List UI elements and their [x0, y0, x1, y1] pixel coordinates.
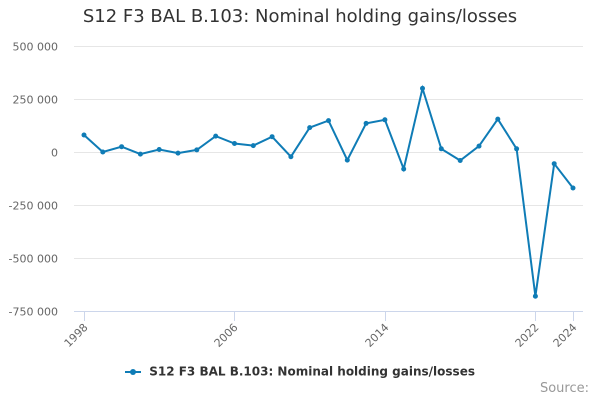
x-tick-label: 2022	[513, 321, 542, 350]
data-point-2015[interactable]	[401, 166, 407, 172]
data-point-1999[interactable]	[100, 149, 106, 155]
data-point-2018[interactable]	[457, 158, 463, 163]
data-point-2004[interactable]	[194, 147, 200, 153]
data-point-2003[interactable]	[175, 150, 181, 156]
data-point-2024[interactable]	[570, 185, 576, 191]
data-point-2002[interactable]	[156, 147, 162, 152]
y-tick-label: 250 000	[13, 94, 59, 107]
data-point-2022[interactable]	[532, 293, 538, 299]
data-point-2020[interactable]	[495, 116, 501, 122]
legend-label: S12 F3 BAL B.103: Nominal holding gains/…	[149, 364, 475, 379]
y-tick-label: -500 000	[9, 253, 58, 266]
series-group	[81, 84, 576, 299]
data-point-2023[interactable]	[551, 161, 557, 167]
y-axis: 500 000 250 000 0 -250 000 -500 000 -750 000	[9, 41, 58, 319]
data-point-2007[interactable]	[250, 143, 256, 149]
gridlines	[74, 46, 583, 312]
x-axis: 1998 2006 2014 2022 2024	[62, 311, 583, 350]
data-point-1998[interactable]	[81, 132, 87, 138]
data-point-2011[interactable]	[326, 118, 331, 124]
credits[interactable]: Source:	[539, 381, 589, 396]
x-tick-label: 2014	[363, 321, 392, 350]
data-point-2013[interactable]	[363, 120, 369, 126]
chart-title: S12 F3 BAL B.103: Nominal holding gains/…	[82, 6, 518, 27]
data-point-2005[interactable]	[213, 133, 219, 139]
data-point-2001[interactable]	[137, 151, 143, 157]
x-tick-label: 2006	[212, 321, 241, 350]
legend[interactable]: S12 F3 BAL B.103: Nominal holding gains/…	[0, 364, 600, 379]
data-point-2010[interactable]	[307, 125, 313, 131]
data-point-2021[interactable]	[514, 146, 520, 152]
x-tick-label: 2024	[551, 321, 580, 350]
data-point-2012[interactable]	[344, 157, 350, 163]
y-tick-label: -750 000	[9, 306, 58, 319]
data-point-2000[interactable]	[119, 144, 125, 150]
data-point-2006[interactable]	[232, 141, 237, 146]
data-point-2019[interactable]	[476, 143, 482, 149]
data-point-2014[interactable]	[382, 117, 388, 123]
legend-swatch-icon	[125, 368, 142, 376]
legend-swatch-dot	[130, 368, 137, 375]
data-point-2016[interactable]	[420, 85, 425, 91]
data-point-2008[interactable]	[269, 134, 275, 140]
y-tick-label: 0	[51, 147, 58, 160]
data-point-2009[interactable]	[288, 154, 294, 160]
data-point-2017[interactable]	[438, 146, 444, 152]
y-tick-label: -250 000	[9, 200, 58, 213]
y-tick-label: 500 000	[13, 41, 59, 54]
x-tick-label: 1998	[62, 321, 91, 350]
